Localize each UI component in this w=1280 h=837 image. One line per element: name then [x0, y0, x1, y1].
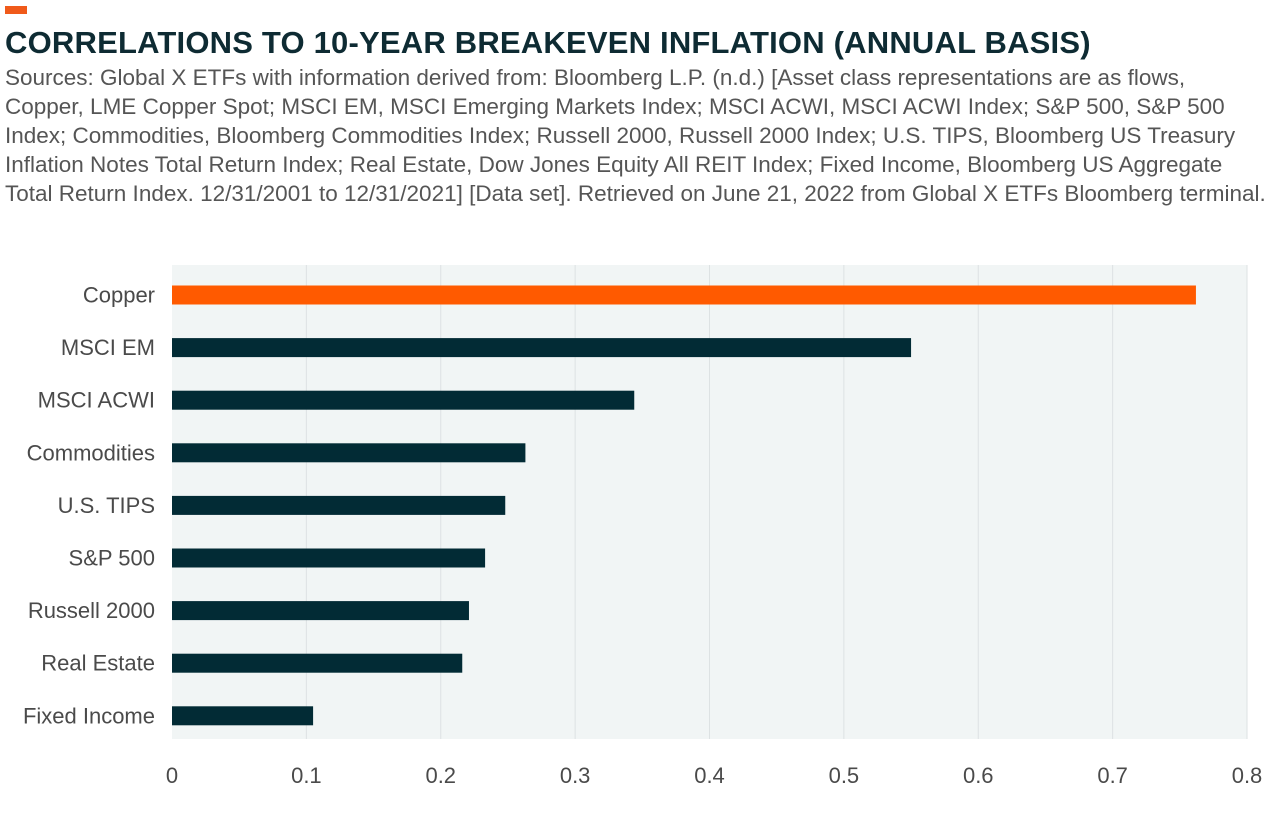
bar-copper [172, 285, 1196, 305]
x-tick-label: 0 [166, 763, 178, 788]
x-tick-label: 0.5 [829, 763, 860, 788]
bar-msci-em [172, 338, 912, 358]
x-tick-label: 0.2 [425, 763, 456, 788]
x-tick-label: 0.8 [1232, 763, 1263, 788]
category-label: Russell 2000 [28, 598, 155, 623]
bar-chart: Copper MSCI EM MSCI ACWI Commodities U.S. TI… [0, 255, 1280, 837]
bar-s-p-500 [172, 548, 486, 568]
category-label: S&P 500 [69, 546, 155, 571]
bar-real-estate [172, 653, 463, 673]
x-tick-label: 0.6 [963, 763, 994, 788]
x-tick-label: 0.3 [560, 763, 591, 788]
x-tick-label: 0.4 [694, 763, 725, 788]
chart-source-note: Sources: Global X ETFs with information … [5, 65, 1266, 206]
accent-bar [5, 6, 27, 14]
bar-commodities [172, 443, 526, 463]
x-tick-label: 0.1 [291, 763, 322, 788]
bar-chart-svg: Copper MSCI EM MSCI ACWI Commodities U.S. TI… [23, 265, 1263, 788]
category-label: Copper [83, 283, 155, 308]
x-tick-label: 0.7 [1097, 763, 1128, 788]
category-label: MSCI ACWI [38, 388, 155, 413]
category-label: U.S. TIPS [58, 493, 155, 518]
category-label: Real Estate [41, 651, 155, 676]
category-label: Commodities [27, 440, 155, 465]
bar-msci-acwi [172, 390, 635, 410]
chart-title: CORRELATIONS TO 10-YEAR BREAKEVEN INFLAT… [5, 25, 1091, 60]
category-label: MSCI EM [61, 335, 155, 360]
category-label: Fixed Income [23, 703, 155, 728]
bar-fixed-income [172, 706, 314, 726]
bar-russell-2000 [172, 601, 469, 621]
bar-u-s-tips [172, 495, 506, 515]
